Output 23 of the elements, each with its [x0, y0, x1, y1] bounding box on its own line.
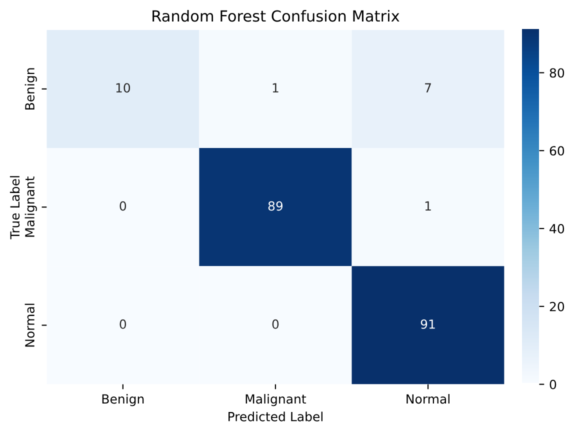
color-bar-label: 80 [550, 68, 564, 78]
y-tick-label: Benign [24, 68, 37, 110]
data-label: 0 [120, 319, 126, 329]
y-tick-label: Normal [24, 304, 34, 347]
color-bar-label: 40 [550, 224, 564, 234]
x-axis-title: Predicted Label [228, 412, 322, 422]
x-tick-label: Normal [406, 394, 450, 404]
data-label: 91 [420, 319, 435, 329]
data-label: 0 [120, 201, 126, 211]
data-label: 0 [272, 319, 279, 329]
y-tick-label: Malignant [24, 176, 37, 237]
chart-title: Random Forest Confusion Matrix [152, 10, 400, 22]
x-tick-label: Malignant [246, 394, 306, 406]
x-tick-label: Benign [102, 394, 144, 406]
data-label: 89 [268, 201, 283, 211]
color-bar-label: 60 [550, 146, 564, 156]
data-label: 1 [425, 201, 431, 211]
color-bar-label: 20 [550, 302, 564, 312]
data-label: 10 [116, 83, 130, 93]
data-label: 1 [272, 83, 278, 92]
y-axis-title: True Label [10, 176, 20, 240]
data-label: 7 [425, 83, 431, 92]
color-bar-label: 0 [550, 380, 556, 390]
